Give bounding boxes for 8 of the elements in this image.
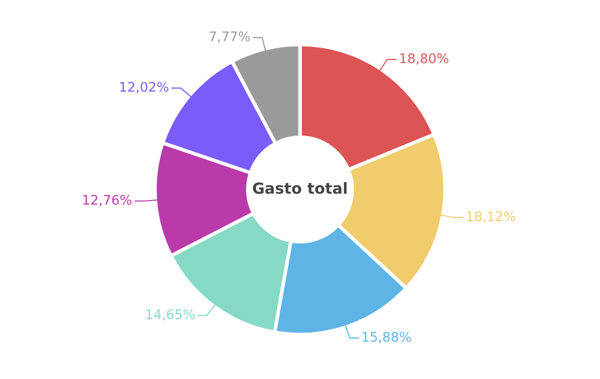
- data-label: 18,12%: [467, 211, 516, 223]
- data-label: 7,77%: [210, 31, 250, 43]
- data-label: 12,02%: [120, 82, 168, 94]
- data-label: 14,65%: [146, 309, 195, 321]
- text: Gasto total: [252, 182, 347, 194]
- data-label: 15,88%: [362, 332, 411, 344]
- data-label: 18,80%: [400, 53, 448, 65]
- data-label: 12,76%: [83, 194, 132, 206]
